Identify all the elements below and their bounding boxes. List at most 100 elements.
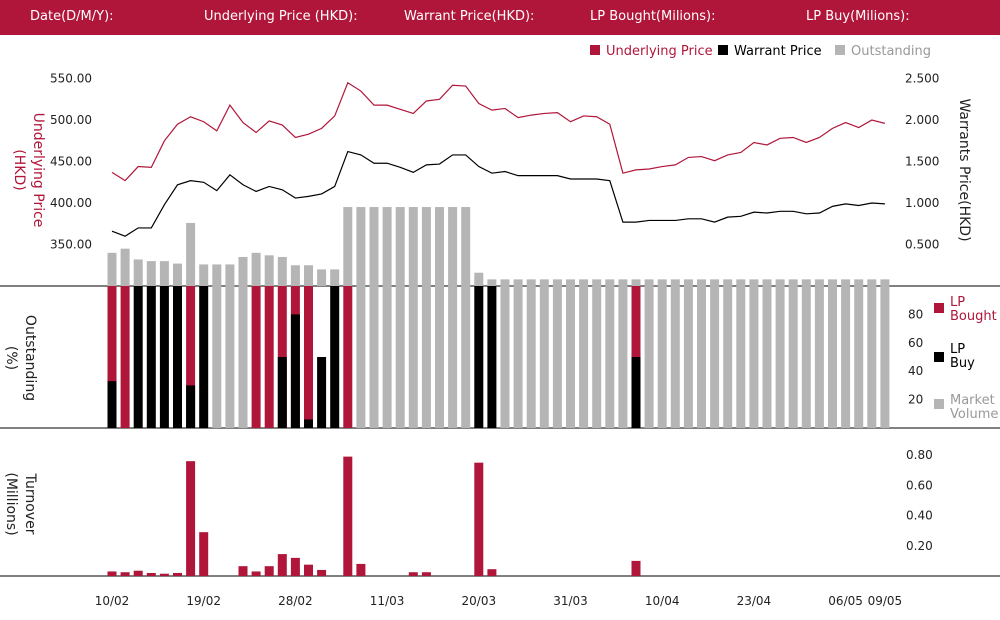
lp-bought-label: LP Bought(Milions): [590, 9, 716, 24]
outstanding-bar [186, 222, 196, 286]
market-volume-bar [461, 286, 471, 428]
outstanding-bar [841, 279, 851, 286]
market-volume-bar [382, 286, 392, 428]
lp-buy-bar [173, 286, 182, 428]
turnover-bar [186, 461, 196, 576]
lp-buy-bar [146, 286, 156, 428]
market-volume-bar [854, 286, 864, 428]
x-axis-tick: 31/03 [553, 594, 588, 608]
warrant-price-label: Warrant Price(HKD): [404, 9, 535, 24]
outstanding-bar [146, 261, 156, 286]
outstanding-bar [264, 255, 274, 286]
turnover-bar [107, 571, 117, 576]
outstanding-bar [448, 207, 458, 286]
axis-ticks: 550.00 500.00 450.00 400.00 350.00 2.500 2.000… [50, 72, 939, 608]
outstanding-bar [670, 279, 680, 286]
market-volume-bar [683, 286, 693, 428]
legend-outstanding-label: Outstanding [851, 44, 931, 59]
outstanding-bar [814, 279, 824, 286]
outstanding-bar [343, 207, 353, 286]
market-volume-bar [435, 286, 444, 428]
right-axis-tick: 2.000 [905, 113, 939, 127]
lp-buy-bar [487, 286, 497, 428]
outstanding-bar [697, 279, 706, 286]
outstanding-bar [382, 207, 392, 286]
legend-market-volume-swatch [934, 399, 944, 409]
lp-buy-bar [631, 357, 641, 428]
outstanding-bar [225, 264, 235, 286]
outstanding-bar [133, 259, 143, 286]
outstanding-bar [867, 279, 877, 286]
turnover-bar [487, 569, 497, 576]
right-axis-tick: 0.500 [905, 238, 939, 252]
right-axis-tick: 1.000 [905, 196, 939, 210]
date-label: Date(D/M/Y): [30, 9, 114, 24]
outstanding-bar [408, 207, 418, 286]
right-axis-tick: 1.500 [905, 155, 939, 169]
legend-market-volume-line1: Market [950, 393, 995, 408]
outstanding-stacked-bars [107, 286, 890, 428]
market-volume-bar [657, 286, 667, 428]
header-bar: Date(D/M/Y): Underlying Price (HKD): War… [0, 0, 1000, 35]
outstanding-bar [304, 265, 313, 286]
turnover-bar [251, 571, 261, 576]
lp-buy-bar [199, 286, 209, 428]
outstanding-bar [592, 279, 602, 286]
legend-lp-buy-line1: LP [950, 342, 965, 357]
left-axis-title-1: Underlying Price [30, 113, 46, 228]
outstanding-bar [801, 279, 811, 286]
legend-underlying-swatch [590, 45, 600, 55]
lp-buy-label: LP Buy(Milions): [806, 9, 910, 24]
outstanding-bar [487, 279, 497, 286]
outstanding-bar [683, 279, 693, 286]
outstanding-bar [723, 279, 733, 286]
left-axis-tick: 350.00 [50, 238, 92, 252]
turnover-axis-title-1: Turnover [22, 473, 38, 535]
market-volume-bar [841, 286, 851, 428]
market-volume-bar [421, 286, 431, 428]
lp-bought-bar [107, 286, 117, 428]
legend-outstanding-swatch [835, 45, 845, 55]
underlying-price-label: Underlying Price (HKD): [204, 9, 358, 24]
lp-buy-bar [304, 419, 313, 428]
market-volume-bar [539, 286, 549, 428]
outstanding-axis-tick: 40 [908, 364, 923, 378]
outstanding-axis-tick: 60 [908, 336, 923, 350]
lp-buy-bar [186, 385, 196, 428]
legend-lp-bought-line2: Bought [950, 309, 997, 324]
market-volume-bar [828, 286, 837, 428]
turnover-axis-tick: 0.40 [906, 509, 933, 523]
legend-lp-buy-swatch [934, 352, 944, 362]
outstanding-bar [421, 207, 431, 286]
lp-bought-bar [251, 286, 261, 428]
underlying-price-line [111, 81, 886, 182]
outstanding-bar [749, 279, 759, 286]
legend-warrant-label: Warrant Price [734, 44, 822, 59]
outstanding-bar [120, 248, 130, 286]
x-axis-tick: 09/05 [868, 594, 903, 608]
x-axis-tick: 28/02 [278, 594, 313, 608]
turnover-axis-tick: 0.80 [906, 448, 933, 462]
turnover-bar [133, 570, 143, 576]
outstanding-bar [500, 279, 510, 286]
lp-buy-bar [290, 314, 300, 428]
turnover-axis-tick: 0.60 [906, 478, 933, 492]
turnover-bar [304, 564, 313, 576]
outstanding-bar [605, 279, 615, 286]
outstanding-bar [762, 279, 772, 286]
turnover-bar [146, 572, 156, 576]
outstanding-bar [356, 207, 366, 286]
turnover-bar [631, 560, 641, 576]
outstanding-axis-tick: 80 [908, 307, 923, 321]
lp-bought-bar [343, 286, 353, 428]
turnover-bar [356, 563, 366, 576]
outstanding-axis-tick: 20 [908, 393, 923, 407]
market-volume-bar [552, 286, 562, 428]
market-volume-bar [762, 286, 772, 428]
turnover-bar [290, 557, 300, 576]
lp-bought-bar [186, 286, 196, 428]
outstanding-bar [710, 279, 720, 286]
market-volume-bar [395, 286, 405, 428]
market-volume-bar [788, 286, 798, 428]
